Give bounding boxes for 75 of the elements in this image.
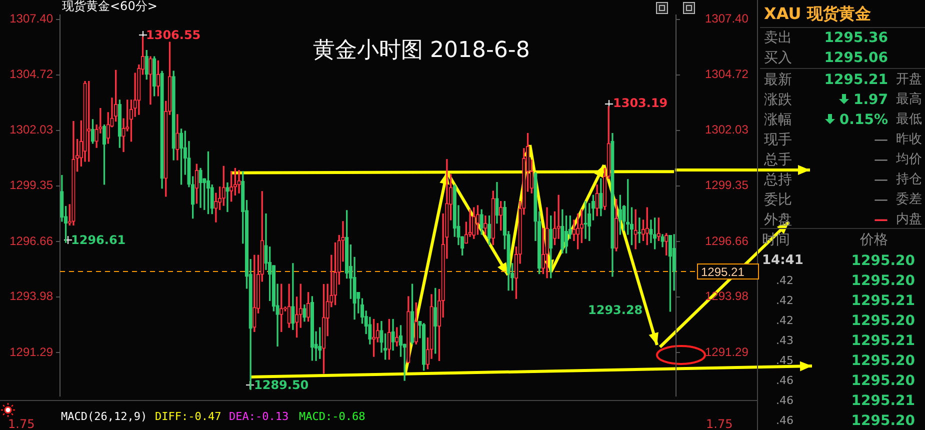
text: 1295.20 — [851, 313, 915, 329]
y2-tick-label: 1299.35 — [705, 178, 749, 192]
text: 1295.20 — [851, 373, 915, 389]
text: 昨收 — [896, 131, 922, 149]
category-label: .42 — [775, 313, 794, 329]
text: 价格 — [860, 231, 888, 250]
text: 均价 — [896, 151, 922, 169]
y-tick-label: 1299.35 — [10, 178, 54, 192]
text: — — [874, 172, 888, 188]
text: 0.15% — [839, 112, 888, 128]
text: 最高 — [896, 91, 922, 109]
category-label: 14:41 — [762, 252, 804, 270]
text: 1.75 — [8, 417, 35, 430]
category-label: 总持 — [764, 171, 792, 190]
text: XAU 现货黄金 — [760, 0, 925, 28]
category-label: 总手 — [764, 151, 792, 170]
category-label: .45 — [775, 353, 794, 369]
category-label: .46 — [775, 413, 794, 429]
text: 1295.20 — [851, 413, 915, 429]
y-tick-label: 1307.40 — [10, 12, 54, 26]
text: 黄金小时图 2018-6-8 — [313, 37, 530, 65]
category-label: .42 — [775, 273, 794, 289]
text: DIFF:-0.47 — [155, 410, 222, 423]
category-label: .42 — [775, 293, 794, 309]
text: 1295.21 — [824, 72, 888, 88]
text: — — [874, 132, 888, 148]
annotation: 1306.55 — [146, 28, 201, 42]
y-tick-label: 1296.66 — [10, 234, 54, 248]
category-label: 涨跌 — [764, 91, 792, 110]
y2-tick-label: 1291.29 — [705, 344, 749, 359]
y2-tick-label: 1307.40 — [705, 12, 749, 26]
y-tick-label: 1291.29 — [10, 344, 54, 359]
annotation: 1289.50 — [254, 378, 309, 392]
text: 委差 — [896, 191, 922, 209]
y2-tick-label: 1296.66 — [705, 234, 749, 248]
text: — — [874, 212, 888, 228]
text: MACD:-0.68 — [299, 410, 366, 423]
text: 1295.20 — [851, 253, 915, 269]
category-label: 卖出 — [764, 29, 792, 48]
text: 现货黄金<60分> — [62, 0, 158, 13]
y-tick-label: 1304.72 — [10, 67, 54, 82]
text: — — [874, 152, 888, 168]
text: 1295.21 — [851, 293, 915, 309]
category-label: 最新 — [764, 71, 792, 90]
y-tick-label: 1302.03 — [10, 122, 54, 137]
annotation: 1303.19 — [613, 96, 668, 110]
annotation: 1293.28 — [588, 303, 643, 317]
text: 1295.36 — [824, 30, 888, 46]
text: 持仓 — [896, 171, 922, 189]
category-label: 涨幅 — [764, 111, 792, 130]
text: MACD(26,12,9) — [61, 410, 148, 423]
y2-tick-label: 1302.03 — [705, 122, 749, 137]
y2-tick-label: 1304.72 — [705, 67, 749, 82]
text: 1295.21 — [851, 333, 915, 349]
ref-line-label: 1295.21 — [701, 264, 745, 279]
text: 1295.20 — [851, 353, 915, 369]
category-label: 现手 — [764, 131, 792, 150]
annotation: 1296.61 — [71, 233, 126, 247]
category-label: 买入 — [764, 49, 792, 68]
category-label: 委比 — [764, 191, 792, 210]
text: 开盘 — [896, 71, 922, 89]
text: 1.75 — [706, 417, 733, 430]
text: 最低 — [896, 111, 922, 129]
y-tick-label: 1293.98 — [10, 289, 54, 304]
text: 1295.21 — [851, 393, 915, 409]
text: 1.97 — [853, 92, 888, 108]
category-label: .46 — [775, 393, 794, 409]
category-label: .46 — [775, 373, 794, 389]
category-label: .43 — [775, 333, 794, 349]
text: DEA:-0.13 — [229, 410, 289, 423]
text: 1295.20 — [851, 273, 915, 289]
text: — — [874, 192, 888, 208]
category-label: 外盘 — [764, 211, 792, 230]
text: 内盘 — [896, 211, 922, 229]
text: 1295.06 — [824, 50, 888, 66]
